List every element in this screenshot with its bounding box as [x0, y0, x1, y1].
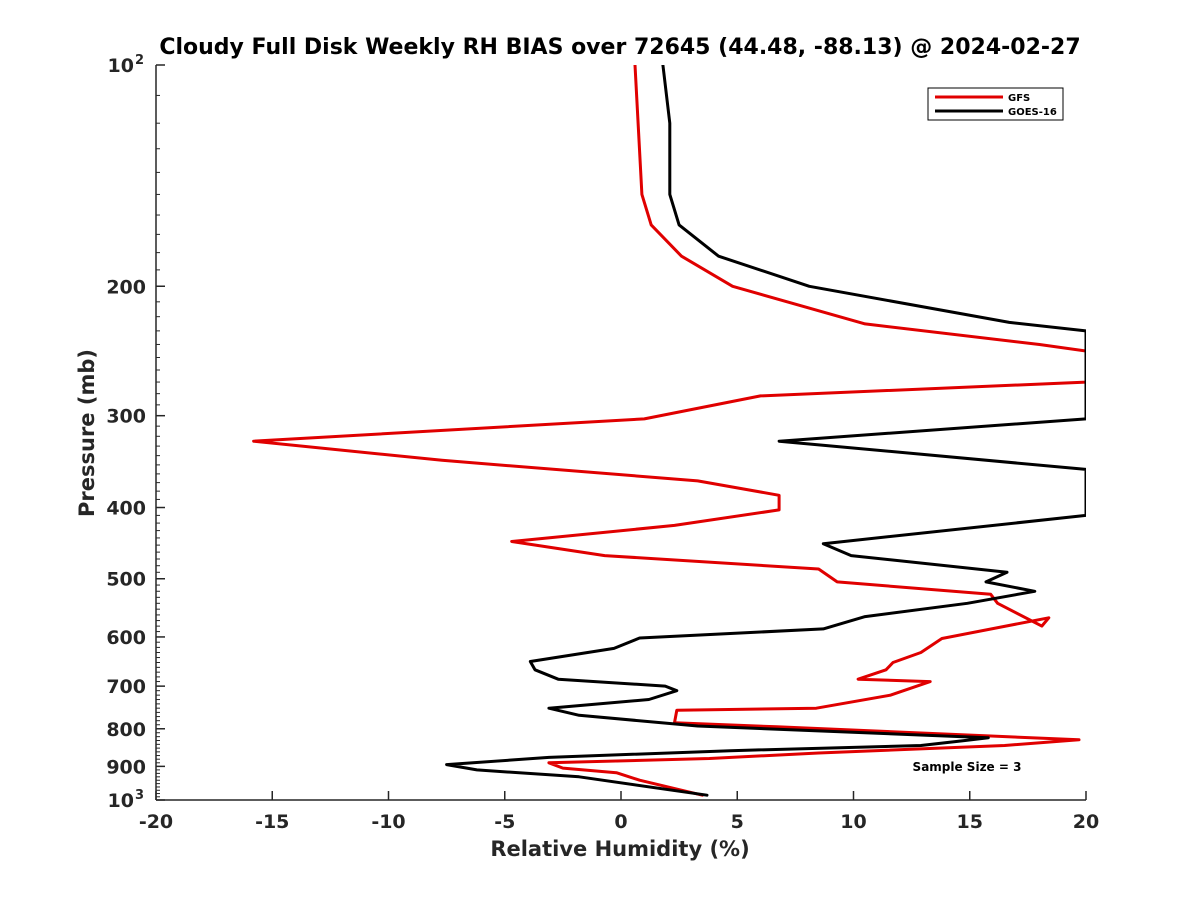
y-tick-label: 400: [106, 498, 146, 520]
y-tick-label: 10: [108, 790, 134, 812]
sample-size-annotation: Sample Size = 3: [913, 760, 1022, 774]
y-tick-label: 500: [106, 569, 146, 591]
chart-title: Cloudy Full Disk Weekly RH BIAS over 726…: [159, 35, 1080, 60]
y-tick-exponent: 2: [135, 53, 144, 68]
y-tick-label: 10: [108, 55, 134, 77]
x-tick-label: 0: [614, 811, 627, 833]
x-tick-label: -15: [255, 811, 289, 833]
y-tick-label: 200: [106, 276, 146, 298]
y-tick-label: 800: [106, 719, 146, 741]
x-tick-label: 20: [1073, 811, 1099, 833]
x-tick-label: -10: [371, 811, 405, 833]
y-axis-label: Pressure (mb): [75, 349, 99, 517]
y-tick-label: 300: [106, 406, 146, 428]
legend: GFS GOES-16: [927, 87, 1064, 121]
legend-goes16-label: GOES-16: [1008, 107, 1057, 118]
y-tick-exponent: 3: [135, 788, 144, 803]
x-axis-label: Relative Humidity (%): [490, 837, 749, 861]
legend-box: [927, 87, 1064, 121]
y-tick-label: 600: [106, 627, 146, 649]
plot-lines: [252, 65, 1086, 797]
legend-gfs-label: GFS: [1008, 93, 1030, 104]
x-tick-label: 5: [731, 811, 744, 833]
y-tick-label: 900: [106, 756, 146, 778]
y-tick-label: 700: [106, 676, 146, 698]
x-tick-label: 15: [957, 811, 983, 833]
series-line-goes16: [445, 65, 1086, 797]
series-line-gfs: [252, 65, 1086, 797]
x-tick-label: -20: [139, 811, 173, 833]
x-tick-label: 10: [840, 811, 866, 833]
x-tick-label: -5: [494, 811, 515, 833]
